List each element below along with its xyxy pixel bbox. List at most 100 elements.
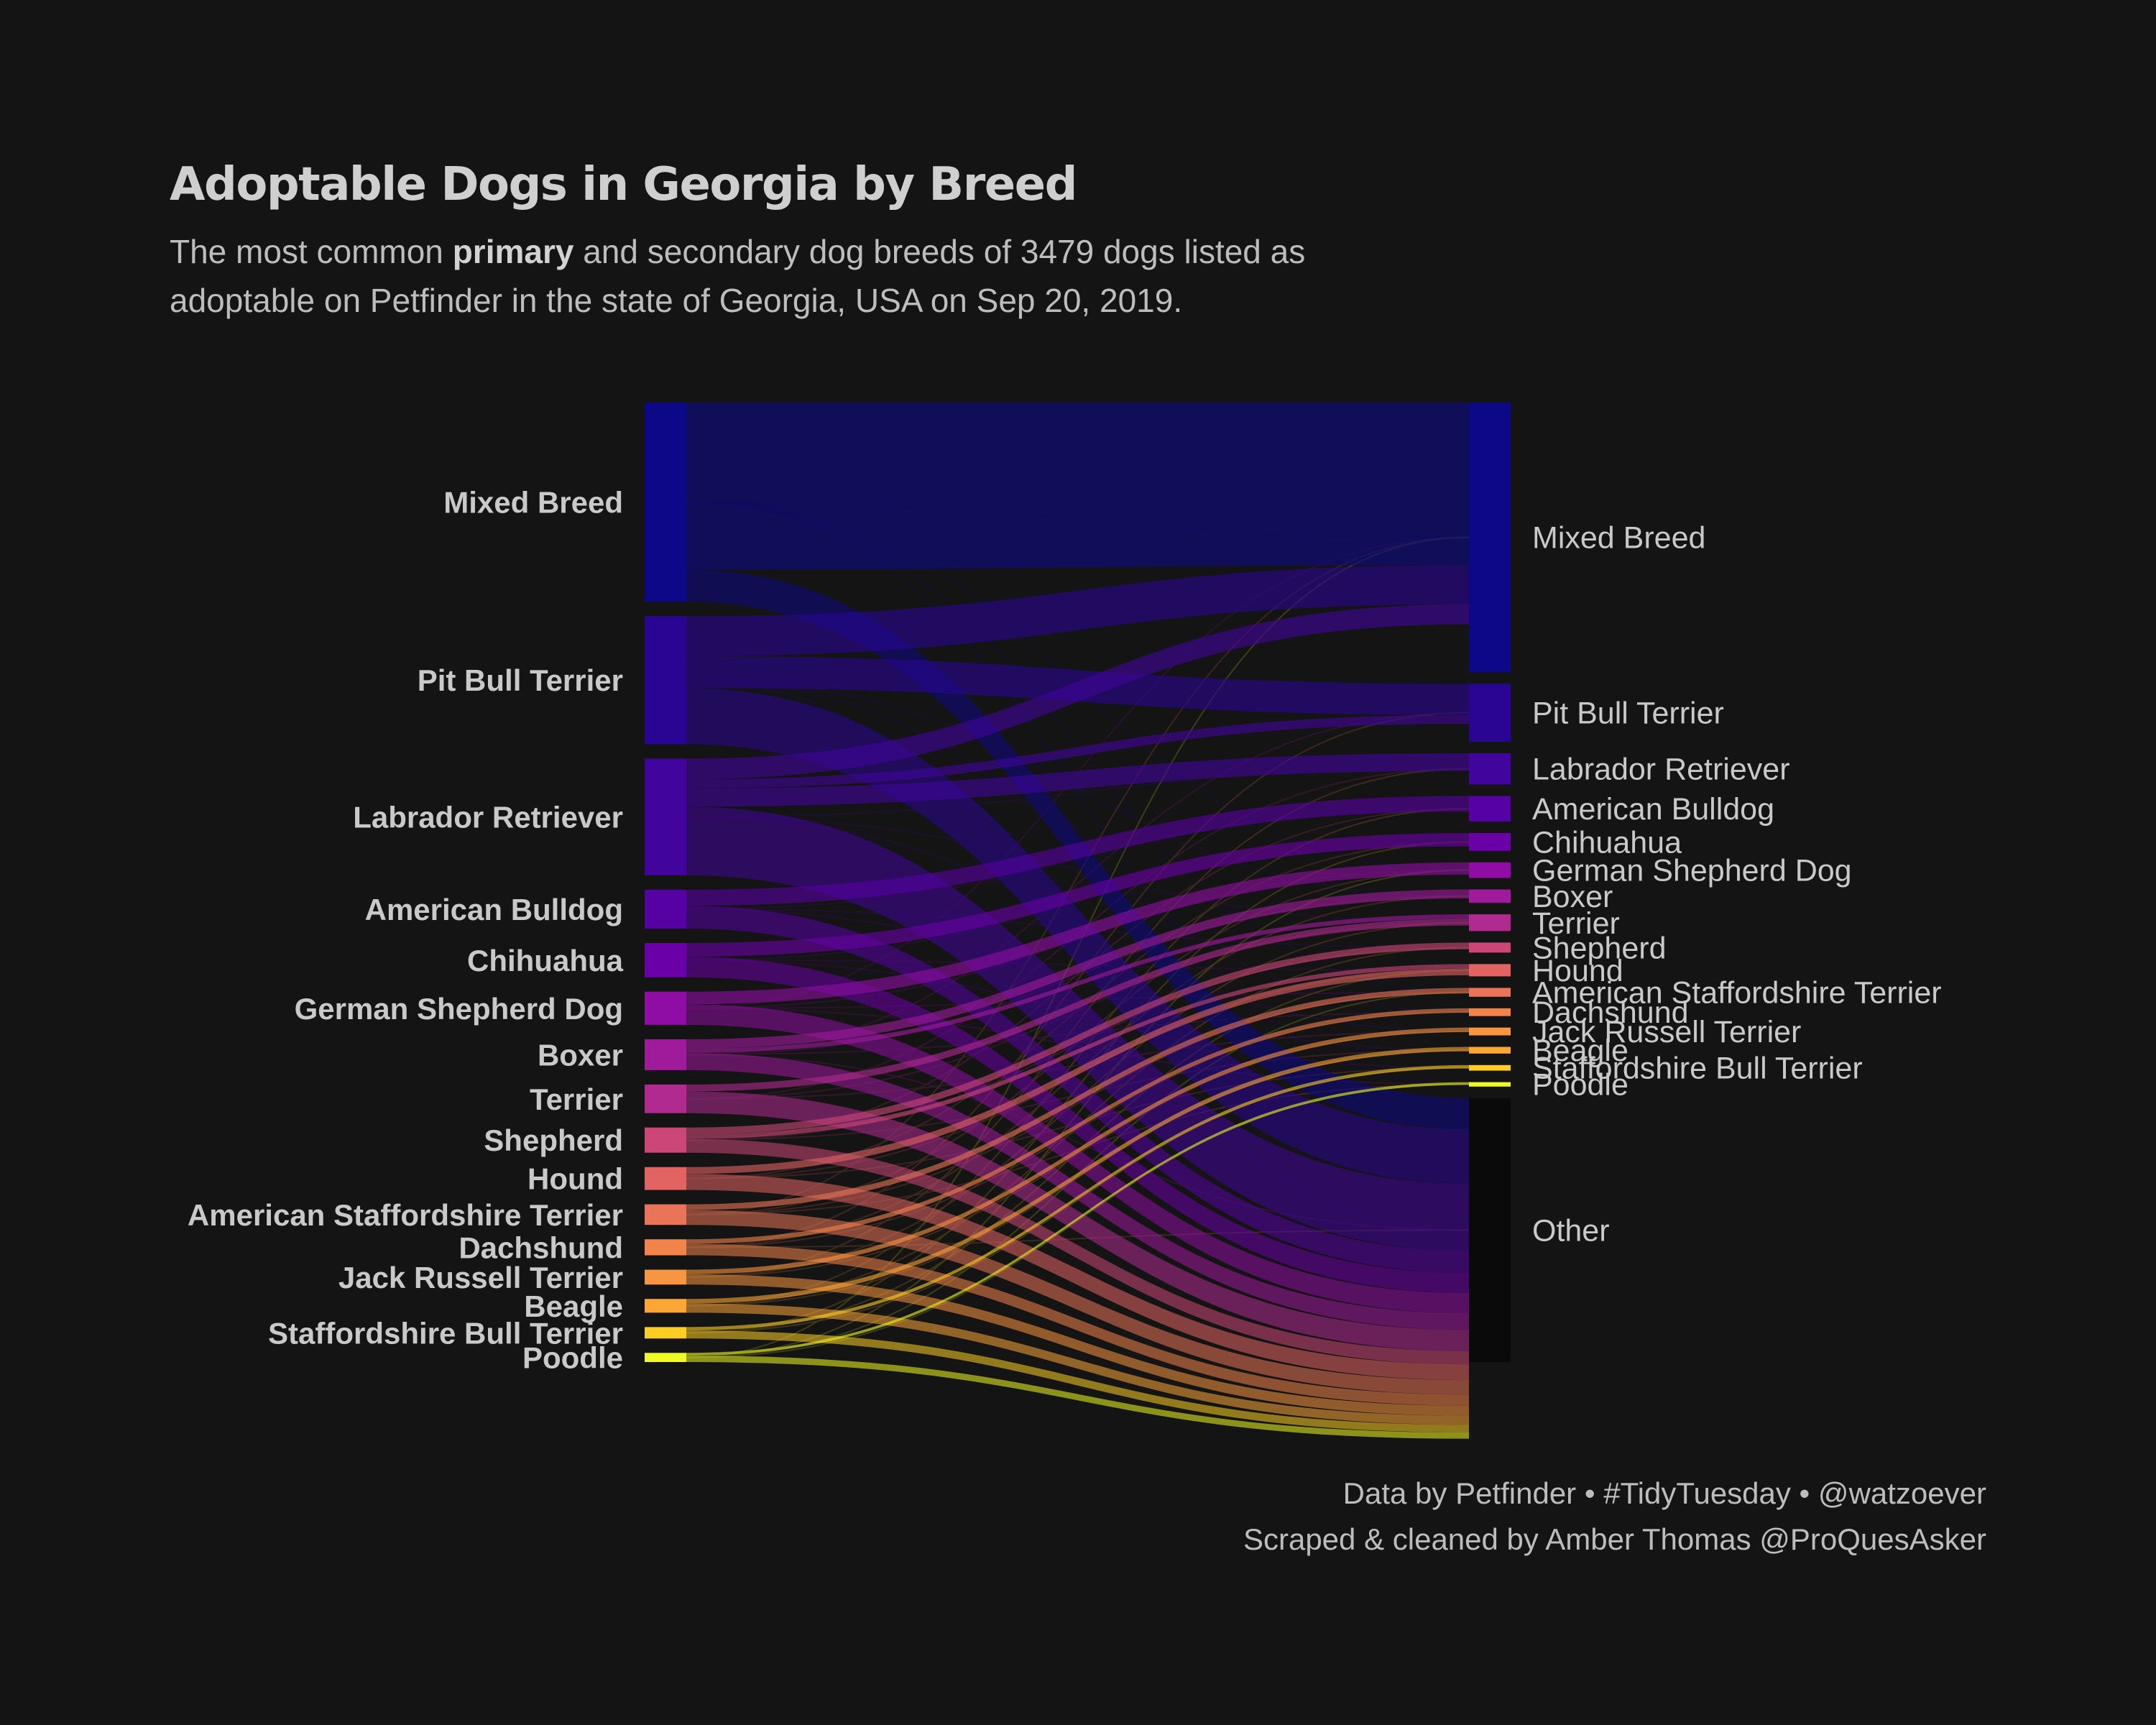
primary-node-terrier[interactable] <box>645 1084 686 1113</box>
secondary-node-boxer[interactable] <box>1469 889 1511 903</box>
secondary-node-jack-russell-terrier[interactable] <box>1469 1027 1511 1036</box>
secondary-node-german-shepherd-dog[interactable] <box>1469 862 1511 878</box>
primary-node-german-shepherd-dog[interactable] <box>645 991 686 1025</box>
caption-line-2: Scraped & cleaned by Amber Thomas @ProQu… <box>1243 1522 1986 1556</box>
secondary-node-terrier[interactable] <box>1469 914 1511 932</box>
secondary-label-dachshund: Dachshund <box>1532 995 1689 1030</box>
flow-boxer-to-boxer <box>686 889 1469 1049</box>
flow-staffordshire-bull-terrier-to-staffordshire-bull-terrier <box>686 1064 1469 1331</box>
primary-label-beagle: Beagle <box>524 1289 623 1323</box>
flow-jack-russell-terrier-to-other <box>686 1274 1469 1416</box>
flow-dachshund-to-other <box>686 1243 1469 1406</box>
chart-title: Adoptable Dogs in Georgia by Breed <box>170 158 1077 211</box>
secondary-node-dachshund[interactable] <box>1469 1008 1511 1016</box>
flow-labrador-retriever-to-labrador-retriever <box>686 753 1469 807</box>
secondary-label-hound: Hound <box>1532 954 1623 988</box>
primary-node-dachshund[interactable] <box>645 1239 686 1256</box>
secondary-node-shepherd[interactable] <box>1469 942 1511 953</box>
primary-label-labrador-retriever: Labrador Retriever <box>353 801 623 834</box>
secondary-label-jack-russell-terrier: Jack Russell Terrier <box>1532 1015 1801 1049</box>
flow-shepherd-to-hound <box>686 964 1469 1139</box>
secondary-node-beagle[interactable] <box>1469 1046 1511 1054</box>
primary-label-pit-bull-terrier: Pit Bull Terrier <box>418 663 623 697</box>
chart-caption: Data by Petfinder • #TidyTuesday • @watz… <box>1243 1471 1986 1563</box>
flow-american-staffordshire-terrier-to-american-staffordshire-terrier <box>686 988 1469 1210</box>
flow-thread <box>686 908 1470 1052</box>
flow-layer <box>686 402 1470 1439</box>
secondary-label-other: Other <box>1532 1213 1610 1248</box>
flow-hound-to-other <box>686 1174 1469 1381</box>
flow-thread <box>686 816 1470 924</box>
flow-poodle-to-other <box>686 1356 1469 1439</box>
secondary-node-mixed-breed[interactable] <box>1469 402 1511 673</box>
flow-shepherd-to-shepherd <box>686 942 1469 1135</box>
primary-node-mixed-breed[interactable] <box>645 402 686 602</box>
primary-label-chihuahua: Chihuahua <box>467 944 624 978</box>
secondary-node-staffordshire-bull-terrier[interactable] <box>1469 1064 1511 1071</box>
flow-labrador-retriever-to-pit-bull-terrier <box>686 714 1469 788</box>
secondary-label-american-staffordshire-terrier: American Staffordshire Terrier <box>1532 976 1942 1011</box>
primary-label-mixed-breed: Mixed Breed <box>443 486 623 520</box>
primary-node-shepherd[interactable] <box>645 1127 686 1153</box>
primary-node-american-staffordshire-terrier[interactable] <box>645 1204 686 1225</box>
chart-subtitle: The most common primary and secondary do… <box>170 227 1434 325</box>
primary-node-chihuahua[interactable] <box>645 942 686 978</box>
secondary-node-american-staffordshire-terrier[interactable] <box>1469 988 1511 997</box>
subtitle-emphasis: primary <box>452 233 574 270</box>
flow-hound-to-hound <box>686 968 1469 1174</box>
primary-label-hound: Hound <box>528 1162 623 1196</box>
secondary-node-other[interactable] <box>1469 1098 1511 1362</box>
flow-american-bulldog-to-other <box>686 906 1469 1274</box>
primary-label-poodle: Poodle <box>522 1341 623 1375</box>
secondary-node-chihuahua[interactable] <box>1469 833 1511 851</box>
flow-jack-russell-terrier-to-jack-russell-terrier <box>686 1027 1469 1274</box>
node-layer <box>645 402 1511 1362</box>
flow-mixed-breed-to-mixed-breed <box>686 402 1469 570</box>
primary-node-pit-bull-terrier[interactable] <box>645 616 686 745</box>
label-layer: Mixed Breed Pit Bull Terrier Labrador Retr… <box>188 486 1942 1375</box>
primary-node-poodle[interactable] <box>645 1353 686 1362</box>
secondary-label-chihuahua: Chihuahua <box>1532 825 1682 860</box>
primary-label-jack-russell-terrier: Jack Russell Terrier <box>338 1261 623 1294</box>
flow-beagle-to-other <box>686 1303 1469 1425</box>
primary-node-labrador-retriever[interactable] <box>645 758 686 875</box>
primary-node-staffordshire-bull-terrier[interactable] <box>645 1327 686 1339</box>
flow-thread <box>686 1031 1470 1100</box>
caption-line-1: Data by Petfinder • #TidyTuesday • @watz… <box>1342 1476 1986 1510</box>
flow-terrier-to-terrier <box>686 919 1469 1092</box>
flow-boxer-to-other <box>686 1053 1469 1330</box>
secondary-node-american-bulldog[interactable] <box>1469 796 1511 822</box>
flow-boxer-to-terrier <box>686 914 1469 1054</box>
primary-label-american-staffordshire-terrier: American Staffordshire Terrier <box>188 1198 623 1232</box>
chart-header: Adoptable Dogs in Georgia by Breed The m… <box>170 158 1463 325</box>
flow-american-staffordshire-terrier-to-other <box>686 1210 1469 1395</box>
secondary-label-german-shepherd-dog: German Shepherd Dog <box>1532 854 1852 888</box>
flow-poodle-to-poodle <box>686 1082 1469 1356</box>
flow-shepherd-to-other <box>686 1138 1469 1365</box>
primary-label-american-bulldog: American Bulldog <box>365 893 623 926</box>
primary-node-american-bulldog[interactable] <box>645 889 686 929</box>
secondary-label-labrador-retriever: Labrador Retriever <box>1532 753 1790 787</box>
flow-beagle-to-beagle <box>686 1046 1469 1304</box>
primary-node-boxer[interactable] <box>645 1039 686 1070</box>
subtitle-part2: and secondary dog breeds of 3479 dogs li… <box>170 233 1306 319</box>
primary-node-jack-russell-terrier[interactable] <box>645 1269 686 1285</box>
secondary-node-poodle[interactable] <box>1469 1082 1511 1087</box>
flow-american-bulldog-to-american-bulldog <box>686 796 1469 906</box>
secondary-label-american-bulldog: American Bulldog <box>1532 792 1774 827</box>
primary-label-boxer: Boxer <box>538 1038 623 1072</box>
flow-labrador-retriever-to-other <box>686 806 1469 1251</box>
flow-german-shepherd-dog-to-german-shepherd-dog <box>686 862 1469 1005</box>
primary-node-beagle[interactable] <box>645 1299 686 1313</box>
flow-thread <box>686 712 1470 1248</box>
primary-label-shepherd: Shepherd <box>484 1123 623 1157</box>
primary-node-hound[interactable] <box>645 1167 686 1190</box>
primary-label-terrier: Terrier <box>530 1082 623 1116</box>
secondary-node-pit-bull-terrier[interactable] <box>1469 684 1511 742</box>
secondary-label-terrier: Terrier <box>1532 906 1620 941</box>
primary-label-dachshund: Dachshund <box>459 1230 623 1264</box>
secondary-node-hound[interactable] <box>1469 964 1511 977</box>
secondary-label-poodle: Poodle <box>1532 1068 1628 1103</box>
secondary-node-labrador-retriever[interactable] <box>1469 753 1511 785</box>
